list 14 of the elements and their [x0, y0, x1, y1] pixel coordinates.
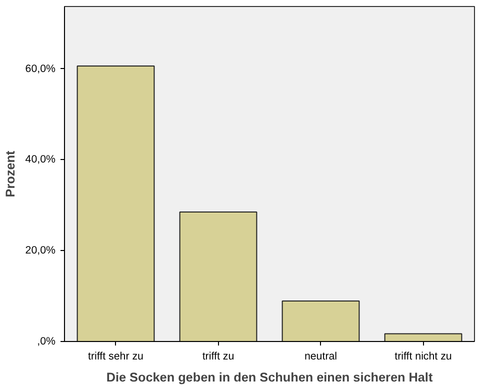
y-tick-label: ,0% — [37, 336, 56, 348]
y-tick-label: 60,0% — [25, 62, 56, 75]
x-tick-label: neutral — [304, 350, 338, 362]
bar — [384, 333, 462, 342]
y-tick-label: 40,0% — [25, 154, 56, 166]
x-tick-label: trifft sehr zu — [88, 350, 144, 362]
bar — [282, 300, 360, 342]
bar — [76, 66, 155, 342]
y-tick-label: 20,0% — [25, 244, 56, 257]
y-axis-title: Prozent — [3, 150, 18, 198]
bar — [179, 211, 258, 342]
x-tick-label: trifft nicht zu — [394, 350, 452, 362]
x-tick-label: trifft zu — [202, 350, 234, 362]
x-axis-title: Die Socken geben in den Schuhen einen sicheren Halt — [106, 370, 434, 384]
